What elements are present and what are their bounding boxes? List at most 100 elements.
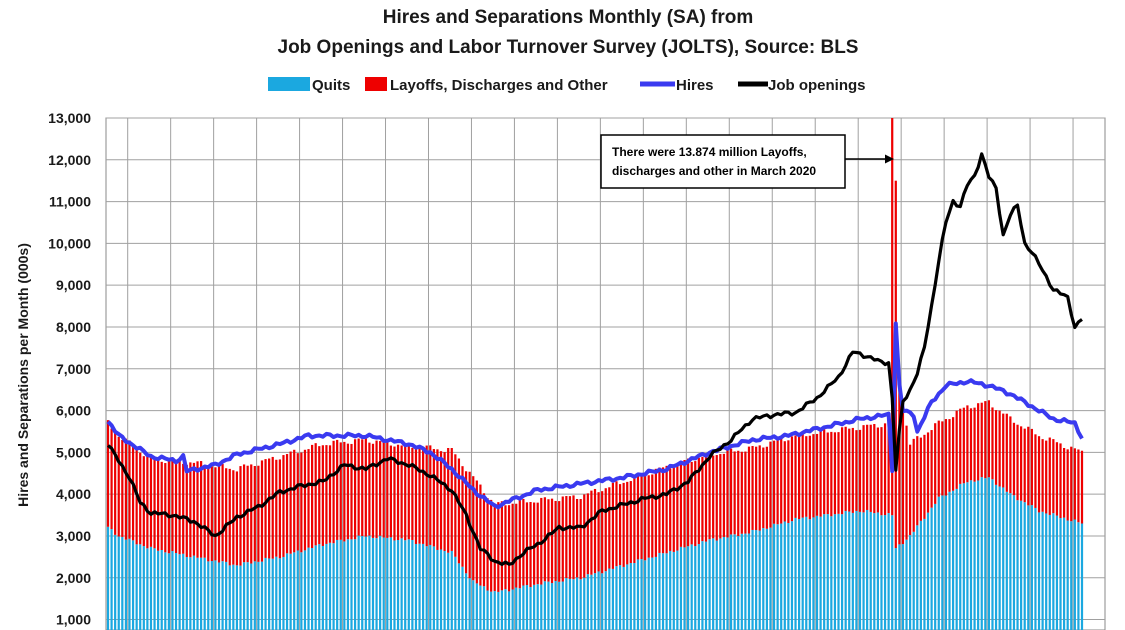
y-tick-label: 2,000: [56, 570, 91, 586]
quits-bar: [536, 584, 539, 630]
layoffs-bar: [1077, 449, 1080, 523]
quits-bar: [1055, 515, 1059, 630]
layoffs-bar: [1005, 413, 1008, 492]
layoffs-bar: [923, 434, 926, 519]
quits-bar: [740, 533, 743, 630]
quits-bar: [862, 512, 865, 630]
layoffs-bar: [203, 465, 206, 558]
layoffs-bar: [361, 439, 364, 537]
quits-bar: [783, 521, 786, 630]
layoffs-bar: [815, 433, 819, 516]
quits-bar: [977, 480, 980, 630]
layoffs-bar: [558, 501, 561, 582]
quits-bar: [114, 534, 117, 630]
layoffs-bar: [575, 498, 579, 578]
quits-bar: [1002, 487, 1005, 630]
quits-bar: [300, 552, 303, 630]
quits-bar: [769, 527, 772, 630]
layoffs-bar: [901, 408, 905, 545]
quits-bar: [622, 566, 625, 630]
layoffs-bar: [110, 428, 113, 530]
layoffs-bar: [418, 448, 421, 544]
quits-bar: [790, 521, 794, 630]
quits-bar: [869, 511, 872, 630]
layoffs-bar: [350, 443, 353, 540]
quits-bar: [866, 509, 869, 630]
layoffs-bar: [114, 433, 117, 535]
quits-bar: [178, 554, 181, 630]
y-axis-ticks: 1,000 2,000 3,000 4,000 5,000 6,000 7,000 8,000…: [48, 110, 91, 628]
quits-bar: [1041, 511, 1044, 630]
quits-bar: [941, 495, 944, 630]
line-series: [106, 152, 1084, 566]
quits-bar: [737, 536, 740, 630]
quits-bar: [346, 539, 350, 630]
quits-bar: [765, 528, 768, 630]
quits-bar: [518, 588, 521, 630]
quits-bar: [253, 561, 256, 630]
quits-bar: [905, 539, 908, 630]
layoffs-bar: [131, 446, 135, 541]
quits-bar: [250, 563, 253, 630]
layoffs-bar: [683, 460, 686, 548]
quits-bar: [221, 561, 224, 630]
layoffs-bar: [479, 484, 482, 586]
quits-bar: [561, 581, 564, 630]
layoffs-bar: [601, 491, 604, 574]
quits-bar: [1023, 502, 1026, 630]
layoffs-bar: [808, 435, 811, 520]
quits-bar: [482, 586, 486, 630]
quits-bar: [812, 517, 815, 630]
layoffs-bar: [282, 455, 285, 557]
quits-bar: [611, 568, 615, 630]
quits-bar: [268, 558, 271, 630]
layoffs-bar: [303, 449, 307, 551]
quits-bar: [755, 530, 758, 630]
layoffs-bar: [776, 439, 779, 525]
layoffs-bar: [959, 408, 962, 484]
layoffs-bar: [905, 425, 908, 540]
layoffs-bar: [432, 449, 435, 547]
quits-bar: [558, 581, 561, 630]
layoffs-bar: [801, 432, 804, 518]
quits-bar: [285, 553, 289, 630]
quits-bar: [758, 530, 761, 630]
quits-bar: [515, 587, 518, 630]
layoffs-bar: [314, 443, 317, 546]
quits-bar: [1037, 512, 1041, 630]
layoffs-bar: [590, 490, 593, 575]
quits-bar: [969, 480, 973, 630]
quits-bar: [350, 539, 353, 630]
layoffs-bar: [812, 434, 815, 518]
quits-bar: [819, 516, 822, 630]
layoffs-bar: [1059, 443, 1062, 519]
quits-bar: [873, 513, 876, 630]
layoffs-bar: [124, 438, 128, 540]
quits-bar: [196, 557, 199, 630]
quits-bar: [146, 548, 149, 630]
layoffs-bar: [250, 464, 253, 564]
layoffs-bar: [740, 451, 743, 534]
layoffs-bar: [618, 484, 622, 566]
quits-bar: [507, 591, 511, 630]
y-tick-label: 4,000: [56, 486, 91, 502]
quits-bar: [815, 515, 819, 630]
layoffs-bar: [393, 446, 396, 541]
quits-bar: [898, 544, 901, 630]
layoffs-bar: [676, 462, 679, 551]
quits-bar: [271, 558, 274, 630]
layoffs-bar: [336, 439, 339, 540]
layoffs-bar: [493, 504, 496, 592]
quits-bar: [547, 581, 550, 630]
layoffs-bar: [325, 445, 328, 544]
quits-bar: [554, 580, 557, 630]
layoffs-bar: [891, 118, 894, 516]
quits-bar: [880, 515, 883, 630]
quits-bar: [207, 561, 210, 630]
layoffs-bar: [962, 407, 965, 484]
quits-bar: [823, 514, 826, 630]
quits-bar: [833, 514, 837, 630]
layoffs-bar: [1073, 448, 1076, 520]
quits-bar: [217, 562, 221, 630]
quits-bar: [991, 479, 994, 630]
